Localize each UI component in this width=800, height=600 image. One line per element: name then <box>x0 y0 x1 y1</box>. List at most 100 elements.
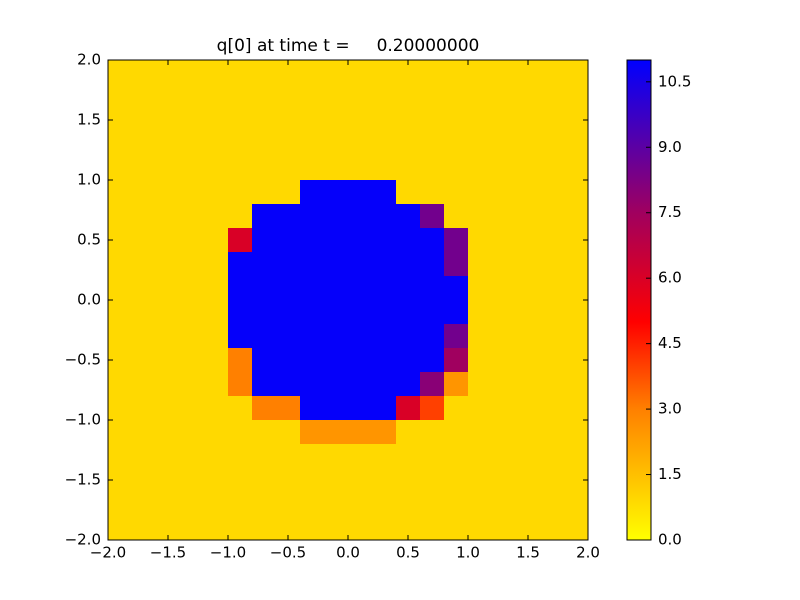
heatmap-cell <box>324 156 349 181</box>
y-tick-label: 1.5 <box>77 111 101 129</box>
heatmap-cell <box>324 108 349 133</box>
colorbar-tick-label: 6.0 <box>658 269 682 287</box>
heatmap-cell <box>204 396 229 421</box>
heatmap-cell <box>468 132 493 157</box>
x-tick-label: −1.5 <box>150 544 186 562</box>
heatmap-cell <box>180 516 205 541</box>
heatmap-cell <box>132 516 157 541</box>
heatmap-cell <box>108 60 133 85</box>
heatmap-cell <box>132 252 157 277</box>
heatmap-cell <box>420 492 445 517</box>
heatmap-cell <box>132 420 157 445</box>
heatmap-cell <box>492 420 517 445</box>
heatmap-cell <box>372 324 397 349</box>
heatmap-cell <box>108 84 133 109</box>
heatmap-cell <box>132 108 157 133</box>
heatmap-cell <box>396 276 421 301</box>
heatmap-cell <box>228 228 253 253</box>
heatmap-cell <box>228 108 253 133</box>
heatmap-cell <box>108 492 133 517</box>
y-tick-label: −2.0 <box>65 531 101 549</box>
heatmap-cell <box>492 204 517 229</box>
heatmap-cell <box>420 468 445 493</box>
heatmap-cell <box>300 396 325 421</box>
heatmap-cell <box>372 252 397 277</box>
heatmap-cell <box>492 348 517 373</box>
heatmap-cell <box>444 516 469 541</box>
heatmap-cell <box>372 420 397 445</box>
heatmap-cell <box>372 204 397 229</box>
heatmap-cell <box>156 276 181 301</box>
heatmap-cell <box>372 492 397 517</box>
heatmap-cell <box>516 180 541 205</box>
heatmap-cell <box>348 300 373 325</box>
heatmap-cell <box>348 348 373 373</box>
heatmap-cell <box>108 300 133 325</box>
heatmap-cell <box>276 132 301 157</box>
heatmap-cell <box>492 492 517 517</box>
heatmap-cell <box>204 372 229 397</box>
heatmap-cell <box>348 180 373 205</box>
x-tick-label: 0.5 <box>396 544 420 562</box>
heatmap-cell <box>276 492 301 517</box>
heatmap-cell <box>204 492 229 517</box>
heatmap-cell <box>156 324 181 349</box>
heatmap-cell <box>492 180 517 205</box>
heatmap-cell <box>228 324 253 349</box>
heatmap-cell <box>564 180 589 205</box>
heatmap-cell <box>396 108 421 133</box>
heatmap-cell <box>180 468 205 493</box>
heatmap-cell <box>228 180 253 205</box>
heatmap-cell <box>348 204 373 229</box>
heatmap-cell <box>468 444 493 469</box>
heatmap-cell <box>156 420 181 445</box>
heatmap-cell <box>276 324 301 349</box>
heatmap-cell <box>156 180 181 205</box>
heatmap-cell <box>468 228 493 253</box>
colorbar-tick-label: 9.0 <box>658 138 682 156</box>
x-tick-label: 1.5 <box>516 544 540 562</box>
heatmap-cell <box>540 228 565 253</box>
heatmap-cell <box>468 516 493 541</box>
heatmap-cell <box>108 396 133 421</box>
heatmap-cell <box>132 396 157 421</box>
heatmap-cell <box>324 324 349 349</box>
heatmap-cell <box>420 228 445 253</box>
heatmap-cell <box>540 84 565 109</box>
heatmap-cell <box>396 492 421 517</box>
heatmap-cell <box>324 84 349 109</box>
y-tick-label: −1.5 <box>65 471 101 489</box>
y-tick-label: −0.5 <box>65 351 101 369</box>
heatmap-cell <box>252 372 277 397</box>
heatmap-cell <box>300 444 325 469</box>
heatmap-cell <box>108 276 133 301</box>
heatmap-cell <box>348 84 373 109</box>
heatmap-cell <box>324 132 349 157</box>
heatmap-cell <box>324 396 349 421</box>
heatmap-cell <box>516 348 541 373</box>
heatmap-cell <box>324 372 349 397</box>
heatmap-cell <box>228 60 253 85</box>
heatmap-cell <box>300 180 325 205</box>
heatmap-cell <box>156 156 181 181</box>
heatmap-cell <box>156 372 181 397</box>
heatmap-cell <box>300 372 325 397</box>
heatmap-cell <box>444 492 469 517</box>
heatmap-cell <box>492 324 517 349</box>
heatmap-cell <box>420 324 445 349</box>
y-tick-label: 2.0 <box>77 51 101 69</box>
heatmap-cell <box>540 156 565 181</box>
heatmap-cell <box>468 204 493 229</box>
heatmap-cell <box>252 444 277 469</box>
heatmap-cell <box>156 84 181 109</box>
heatmap-cell <box>420 444 445 469</box>
heatmap-cell <box>372 348 397 373</box>
heatmap-cell <box>252 516 277 541</box>
heatmap-cell <box>516 276 541 301</box>
heatmap-cell <box>516 132 541 157</box>
heatmap-cell <box>252 300 277 325</box>
heatmap-cell <box>132 132 157 157</box>
heatmap-cell <box>468 276 493 301</box>
heatmap-cell <box>492 516 517 541</box>
heatmap-cell <box>108 180 133 205</box>
